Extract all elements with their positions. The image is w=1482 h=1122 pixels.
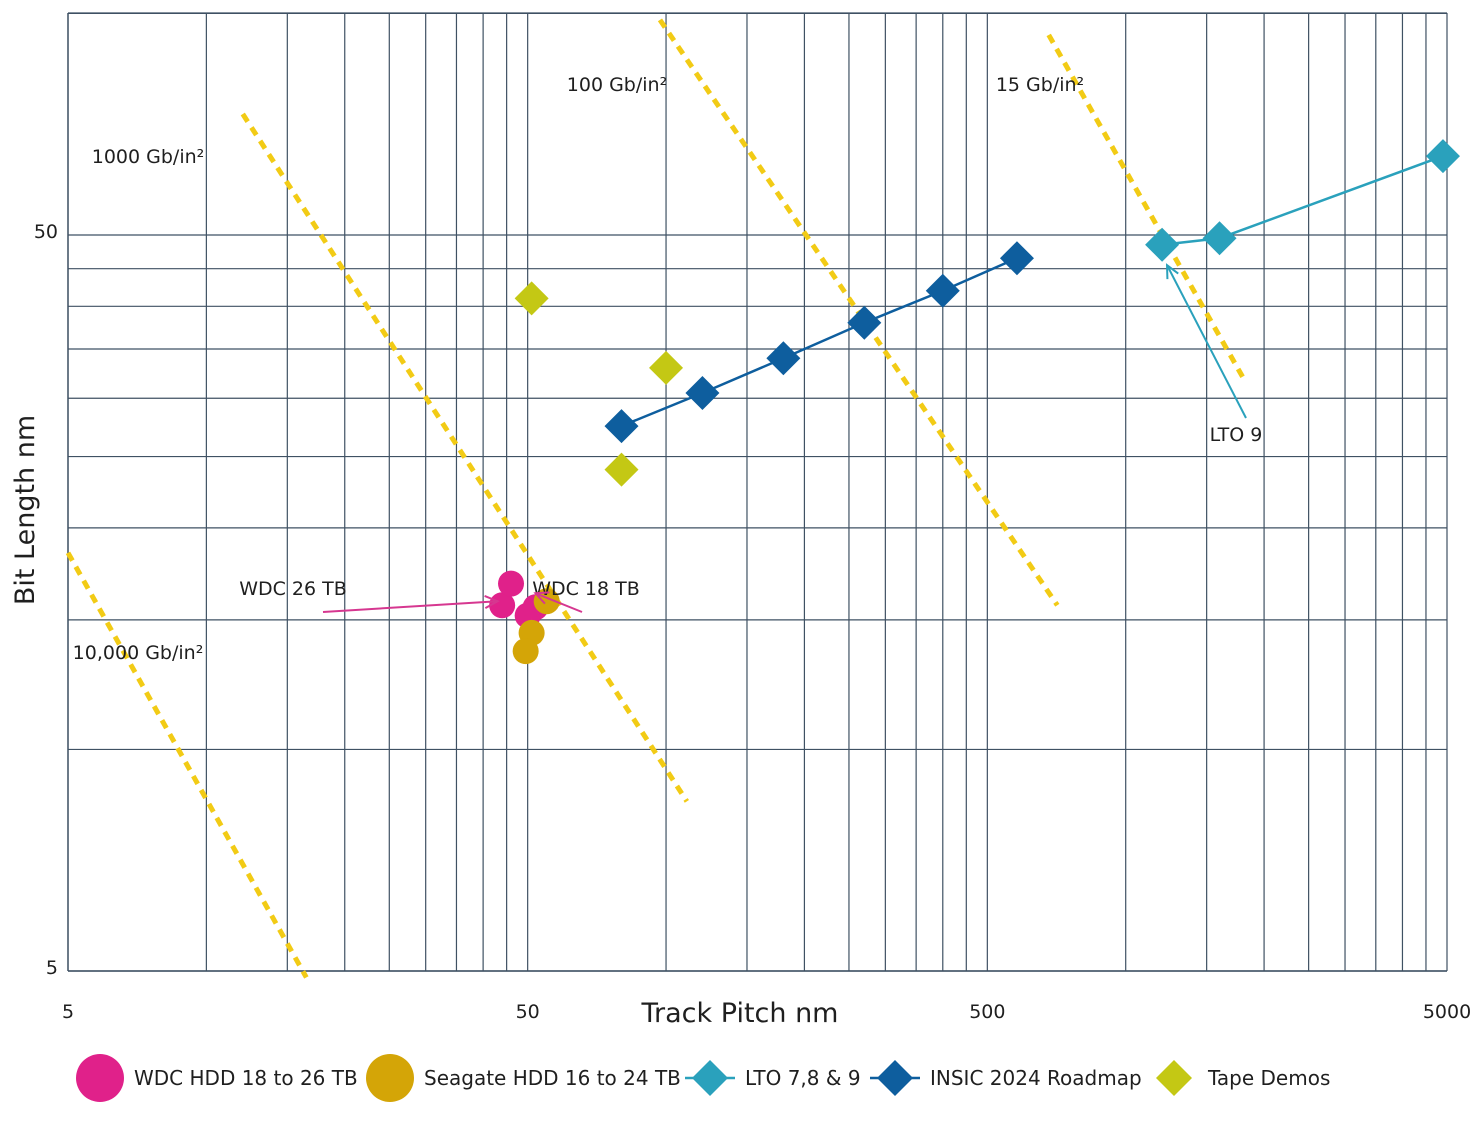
density-line-label: 1000 Gb/in²	[92, 146, 205, 168]
density-lines: 1000 Gb/in² 100 Gb/in² 15 Gb/in² 10,000 Gb/…	[65, 18, 1246, 979]
annotation-arrowhead	[533, 591, 550, 605]
data-point-seagate-hdd-16-to-24-tb	[512, 638, 539, 665]
density-line-label: 10,000 Gb/in²	[73, 642, 204, 664]
data-point-tape-demos	[649, 350, 684, 385]
legend: WDC HDD 18 to 26 TB Seagate HDD 16 to 24 …	[76, 1054, 1330, 1102]
y-tick-label: 5	[46, 957, 58, 979]
legend-marker	[366, 1054, 414, 1102]
annotations: WDC 26 TB WDC 18 TB LTO 9	[239, 263, 1263, 613]
density-line	[1046, 33, 1246, 379]
data-point-lto-7-8-9	[1425, 139, 1460, 174]
series	[489, 139, 1460, 665]
annotation-label: LTO 9	[1210, 424, 1263, 446]
data-point-insic-2024-roadmap	[999, 241, 1034, 276]
legend-label: LTO 7,8 & 9	[745, 1066, 861, 1090]
grid	[67, 12, 1448, 972]
data-point-lto-7-8-9	[1145, 227, 1180, 262]
density-line-label: 100 Gb/in²	[567, 74, 667, 96]
legend-marker	[1156, 1060, 1192, 1096]
x-axis-title: Track Pitch nm	[641, 998, 839, 1029]
annotation-arrow	[1166, 264, 1247, 419]
legend-label: INSIC 2024 Roadmap	[930, 1066, 1142, 1090]
x-tick-label: 50	[516, 1001, 540, 1023]
data-point-insic-2024-roadmap	[766, 341, 801, 376]
data-point-lto-7-8-9	[1202, 221, 1237, 256]
x-tick-label: 5000	[1423, 1001, 1471, 1023]
annotation-arrow	[322, 600, 498, 613]
legend-item: INSIC 2024 Roadmap	[870, 1060, 1142, 1096]
data-point-wdc-hdd-18-to-26-tb	[489, 592, 516, 619]
data-point-insic-2024-roadmap	[847, 305, 882, 340]
data-point-insic-2024-roadmap	[925, 273, 960, 308]
data-point-insic-2024-roadmap	[685, 375, 720, 410]
annotation-arrowhead	[1165, 263, 1179, 280]
legend-marker	[76, 1054, 124, 1102]
data-point-insic-2024-roadmap	[604, 409, 639, 444]
x-tick-label: 500	[969, 1001, 1005, 1023]
annotation-arrowhead	[484, 594, 500, 609]
x-tick-label: 5	[62, 1001, 74, 1023]
y-tick-label: 50	[34, 221, 58, 243]
y-axis-title: Bit Length nm	[10, 415, 41, 605]
annotation-arrow	[535, 592, 583, 613]
legend-item: WDC HDD 18 to 26 TB	[76, 1054, 358, 1102]
series-line-lto-7-8-9	[1161, 154, 1444, 246]
legend-marker	[692, 1060, 728, 1096]
legend-item: LTO 7,8 & 9	[685, 1060, 861, 1096]
annotation-label: WDC 26 TB	[239, 578, 347, 600]
data-point-tape-demos	[514, 281, 549, 316]
density-line	[65, 551, 309, 979]
legend-label: WDC HDD 18 to 26 TB	[134, 1066, 358, 1090]
annotation-label: WDC 18 TB	[532, 578, 640, 600]
legend-item: Tape Demos	[1156, 1060, 1330, 1096]
legend-item: Seagate HDD 16 to 24 TB	[366, 1054, 681, 1102]
legend-label: Seagate HDD 16 to 24 TB	[424, 1066, 681, 1090]
tick-labels: 5 50 500 5000 5 50	[34, 221, 1471, 1023]
series-line-insic-2024-roadmap	[621, 257, 1018, 428]
density-line	[240, 112, 689, 803]
legend-label: Tape Demos	[1207, 1066, 1330, 1090]
density-line-label: 15 Gb/in²	[996, 74, 1084, 96]
data-point-wdc-hdd-18-to-26-tb	[498, 570, 525, 597]
data-point-tape-demos	[604, 452, 639, 487]
legend-marker	[877, 1060, 913, 1096]
